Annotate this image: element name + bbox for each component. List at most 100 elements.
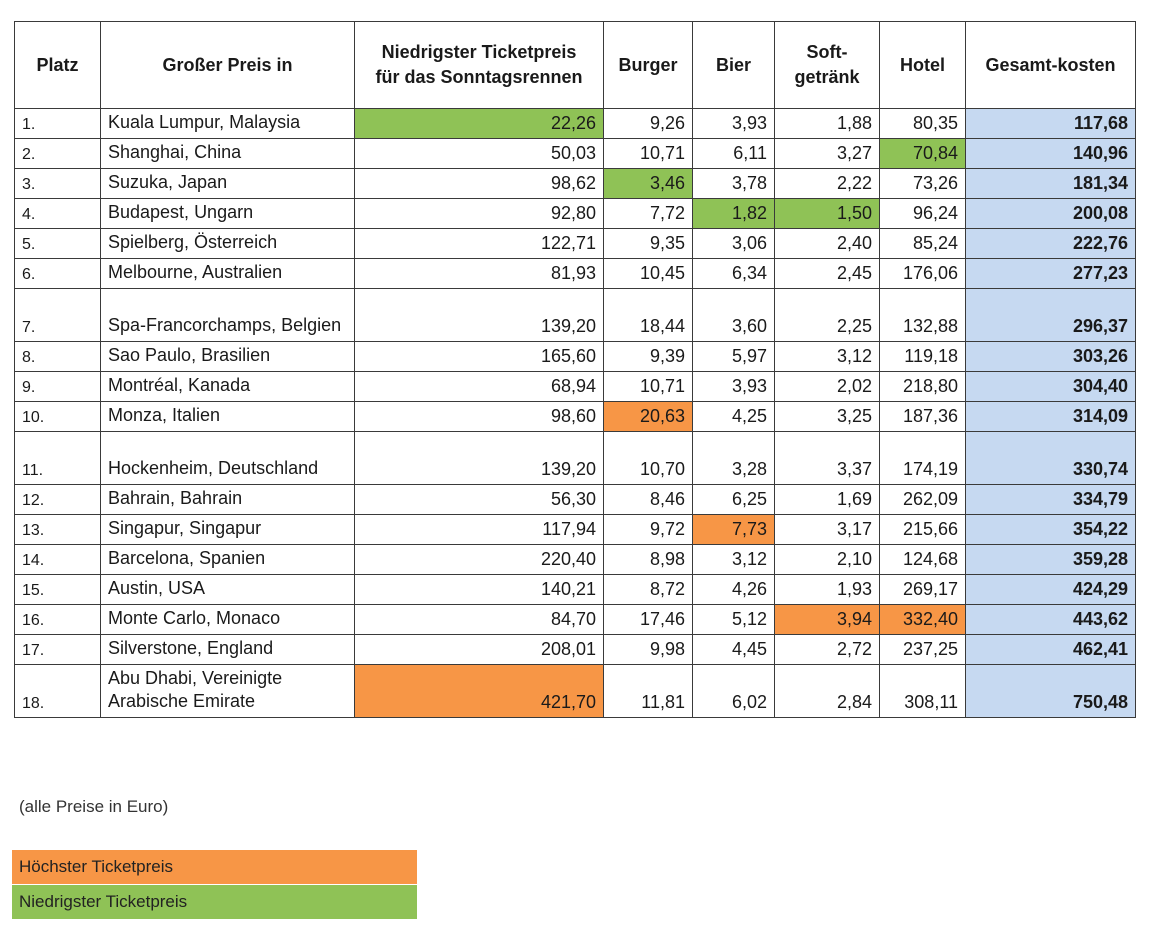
cell-bier: 3,06 [692, 228, 775, 259]
cell-bier: 4,45 [692, 634, 775, 665]
header-softdrink: Soft-getränk [774, 21, 880, 109]
cell-burger: 8,72 [603, 574, 693, 605]
cell-total: 303,26 [965, 341, 1136, 372]
cell-ticket: 421,70 [354, 664, 604, 718]
cell-bier: 6,11 [692, 138, 775, 169]
cell-ticket: 117,94 [354, 514, 604, 545]
cell-burger: 10,71 [603, 371, 693, 402]
cell-grand-prix: Monte Carlo, Monaco [100, 604, 355, 635]
cell-softdrink: 3,25 [774, 401, 880, 432]
cell-burger: 9,98 [603, 634, 693, 665]
cell-burger: 8,98 [603, 544, 693, 575]
cell-rank: 2. [14, 138, 101, 169]
cell-total: 750,48 [965, 664, 1136, 718]
cell-softdrink: 2,84 [774, 664, 880, 718]
cell-grand-prix: Spielberg, Österreich [100, 228, 355, 259]
table-row: 18. Abu Dhabi, Vereinigte Arabische Emira… [14, 664, 1136, 718]
cell-softdrink: 3,12 [774, 341, 880, 372]
cell-rank: 4. [14, 198, 101, 229]
cell-hotel: 73,26 [879, 168, 966, 199]
table-row: 11. Hockenheim, Deutschland 139,20 10,70 3,2… [14, 431, 1136, 485]
cell-burger: 17,46 [603, 604, 693, 635]
cell-ticket: 122,71 [354, 228, 604, 259]
cell-total: 354,22 [965, 514, 1136, 545]
cell-ticket: 84,70 [354, 604, 604, 635]
cell-rank: 9. [14, 371, 101, 402]
cell-grand-prix: Sao Paulo, Brasilien [100, 341, 355, 372]
header-hotel: Hotel [879, 21, 966, 109]
cell-hotel: 124,68 [879, 544, 966, 575]
cell-hotel: 96,24 [879, 198, 966, 229]
table-row: 7. Spa-Francorchamps, Belgien 139,20 18,44 3… [14, 288, 1136, 342]
cell-bier: 1,82 [692, 198, 775, 229]
cell-hotel: 308,11 [879, 664, 966, 718]
cell-softdrink: 2,72 [774, 634, 880, 665]
cell-total: 330,74 [965, 431, 1136, 485]
cell-grand-prix: Hockenheim, Deutschland [100, 431, 355, 485]
cell-bier: 6,34 [692, 258, 775, 289]
cell-softdrink: 1,88 [774, 108, 880, 139]
cell-rank: 1. [14, 108, 101, 139]
cell-softdrink: 2,45 [774, 258, 880, 289]
cell-ticket: 81,93 [354, 258, 604, 289]
cell-hotel: 237,25 [879, 634, 966, 665]
cell-rank: 13. [14, 514, 101, 545]
cell-ticket: 50,03 [354, 138, 604, 169]
header-row: Platz Großer Preis in Niedrigster Ticket… [14, 21, 1136, 109]
header-platz: Platz [14, 21, 101, 109]
cell-bier: 4,26 [692, 574, 775, 605]
cell-ticket: 22,26 [354, 108, 604, 139]
header-total: Gesamt-kosten [965, 21, 1136, 109]
cell-bier: 5,12 [692, 604, 775, 635]
cell-burger: 20,63 [603, 401, 693, 432]
table-row: 9. Montréal, Kanada 68,94 10,71 3,93 2,02 218,… [14, 371, 1136, 402]
cell-rank: 6. [14, 258, 101, 289]
cell-softdrink: 3,37 [774, 431, 880, 485]
cell-hotel: 85,24 [879, 228, 966, 259]
legend-lowest: Niedrigster Ticketpreis [12, 885, 417, 919]
cell-hotel: 218,80 [879, 371, 966, 402]
header-bier: Bier [692, 21, 775, 109]
cell-burger: 10,70 [603, 431, 693, 485]
cell-softdrink: 1,69 [774, 484, 880, 515]
cell-bier: 5,97 [692, 341, 775, 372]
table-row: 15. Austin, USA 140,21 8,72 4,26 1,93 269,17 42… [14, 574, 1136, 605]
cell-rank: 16. [14, 604, 101, 635]
cell-rank: 12. [14, 484, 101, 515]
cell-grand-prix: Suzuka, Japan [100, 168, 355, 199]
header-grand-prix: Großer Preis in [100, 21, 355, 109]
table-row: 17. Silverstone, England 208,01 9,98 4,45 2,7… [14, 634, 1136, 665]
cell-hotel: 132,88 [879, 288, 966, 342]
cell-rank: 8. [14, 341, 101, 372]
cell-bier: 6,25 [692, 484, 775, 515]
cell-total: 304,40 [965, 371, 1136, 402]
currency-note: (alle Preise in Euro) [19, 797, 169, 816]
cell-total: 222,76 [965, 228, 1136, 259]
table-row: 16. Monte Carlo, Monaco 84,70 17,46 5,12 3,94… [14, 604, 1136, 635]
cell-burger: 11,81 [603, 664, 693, 718]
cell-softdrink: 3,27 [774, 138, 880, 169]
header-burger: Burger [603, 21, 693, 109]
cell-hotel: 174,19 [879, 431, 966, 485]
cell-rank: 3. [14, 168, 101, 199]
cell-ticket: 140,21 [354, 574, 604, 605]
table-row: 10. Monza, Italien 98,60 20,63 4,25 3,25 187,3… [14, 401, 1136, 432]
cell-bier: 3,60 [692, 288, 775, 342]
price-table: Platz Großer Preis in Niedrigster Ticket… [14, 21, 1136, 718]
cell-bier: 3,93 [692, 108, 775, 139]
cell-burger: 10,71 [603, 138, 693, 169]
cell-ticket: 56,30 [354, 484, 604, 515]
cell-grand-prix: Singapur, Singapur [100, 514, 355, 545]
cell-ticket: 92,80 [354, 198, 604, 229]
cell-bier: 3,93 [692, 371, 775, 402]
cell-rank: 17. [14, 634, 101, 665]
legend-highest: Höchster Ticketpreis [12, 850, 417, 884]
cell-rank: 7. [14, 288, 101, 342]
cell-hotel: 80,35 [879, 108, 966, 139]
cell-grand-prix: Barcelona, Spanien [100, 544, 355, 575]
cell-softdrink: 2,02 [774, 371, 880, 402]
cell-rank: 14. [14, 544, 101, 575]
table-row: 1. Kuala Lumpur, Malaysia 22,26 9,26 3,93 1,8… [14, 108, 1136, 139]
cell-total: 334,79 [965, 484, 1136, 515]
cell-ticket: 208,01 [354, 634, 604, 665]
